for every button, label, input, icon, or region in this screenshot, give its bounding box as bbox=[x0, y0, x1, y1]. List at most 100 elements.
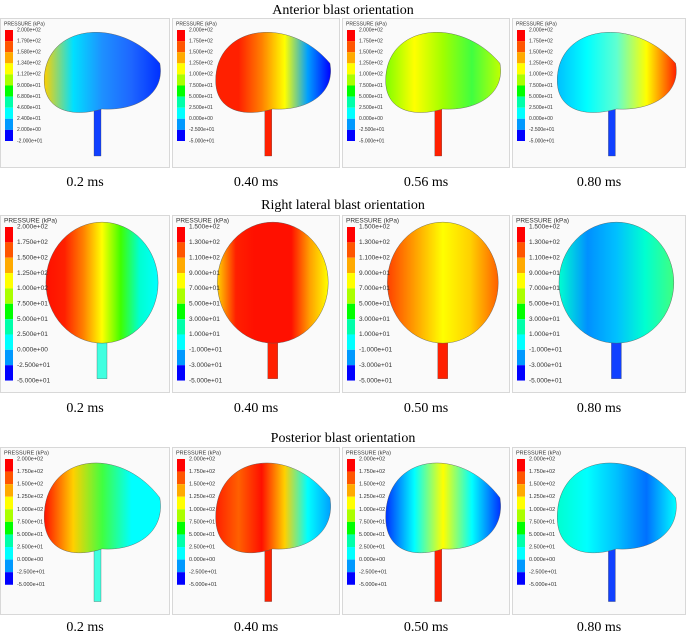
colorbar-segment bbox=[5, 85, 13, 97]
time-label: 0.80 ms bbox=[577, 620, 621, 635]
legend-label: 3.000e+01 bbox=[189, 316, 220, 323]
legend-title: PRESSURE (kPa) bbox=[516, 21, 557, 27]
legend-label: 2.500e+01 bbox=[17, 544, 43, 550]
legend-label: 1.500e+02 bbox=[529, 224, 560, 231]
time-label: 0.50 ms bbox=[404, 620, 448, 635]
colorbar-segment bbox=[517, 559, 525, 573]
panel: PRESSURE (kPa)2.000e+02 1.750e+02 1.500e+0… bbox=[342, 447, 510, 615]
colorbar-segment bbox=[177, 484, 185, 497]
legend-label: 3.000e+01 bbox=[529, 316, 560, 323]
brain bbox=[43, 462, 161, 553]
legend-label: 2.500e+01 bbox=[17, 331, 48, 338]
legend-label: 2.000e+02 bbox=[17, 27, 41, 33]
legend-label: 0.000e+00 bbox=[17, 347, 48, 354]
colorbar-segment bbox=[177, 471, 185, 485]
colorbar-segment bbox=[177, 52, 185, 64]
brain bbox=[217, 221, 329, 344]
legend-label: 2.000e+02 bbox=[529, 456, 555, 462]
legend-label: 1.750e+02 bbox=[17, 469, 43, 475]
legend-label: 1.500e+02 bbox=[189, 482, 215, 488]
legend-label: 1.100e+02 bbox=[189, 254, 220, 261]
colorbar-segment bbox=[517, 273, 525, 289]
legend-label: -2.500e+01 bbox=[17, 362, 50, 369]
legend-label: -2.500e+01 bbox=[359, 127, 385, 133]
colorbar-segment bbox=[347, 547, 355, 560]
colorbar-segment bbox=[177, 85, 185, 97]
legend-label: 1.500e+02 bbox=[189, 50, 213, 56]
colorbar-segment bbox=[517, 509, 525, 522]
colorbar-segment bbox=[5, 484, 13, 497]
legend-title: PRESSURE (kPa) bbox=[346, 218, 399, 225]
colorbar-segment bbox=[177, 107, 185, 119]
colorbar-segment bbox=[177, 118, 185, 130]
legend-label: 5.000e+01 bbox=[17, 316, 48, 323]
colorbar-segment bbox=[347, 30, 355, 42]
colorbar-segment bbox=[347, 365, 355, 381]
legend-label: 0.000e+00 bbox=[529, 557, 555, 563]
colorbar-segment bbox=[177, 74, 185, 86]
colorbar-segment bbox=[5, 257, 13, 274]
colorbar-segment bbox=[177, 257, 185, 274]
legend-label: 1.250e+02 bbox=[359, 61, 383, 67]
panel: PRESSURE (kPa)2.000e+02 1.750e+02 1.500e+0… bbox=[512, 447, 686, 615]
colorbar-segment bbox=[5, 509, 13, 522]
colorbar-segment bbox=[517, 471, 525, 485]
colorbar-segment bbox=[177, 496, 185, 510]
colorbar-segment bbox=[5, 319, 13, 335]
legend-label: 2.400e+01 bbox=[17, 116, 41, 122]
legend-label: 2.000e+02 bbox=[529, 27, 553, 33]
colorbar-segment bbox=[5, 227, 13, 243]
legend-label: 7.500e+01 bbox=[529, 519, 555, 525]
colorbar-segment bbox=[347, 74, 355, 86]
legend-label: -1.000e+01 bbox=[359, 347, 392, 354]
legend-label: 1.250e+02 bbox=[189, 494, 215, 500]
legend-label: 7.500e+01 bbox=[189, 83, 213, 89]
legend-label: 1.300e+02 bbox=[189, 239, 220, 246]
colorbar-segment bbox=[5, 496, 13, 510]
time-label: 0.2 ms bbox=[66, 175, 103, 190]
legend-label: 1.000e+02 bbox=[529, 72, 553, 78]
legend-label: 1.300e+02 bbox=[359, 239, 390, 246]
legend-label: 5.000e+01 bbox=[189, 532, 215, 538]
legend-label: 1.750e+02 bbox=[189, 38, 213, 44]
legend-label: -5.000e+01 bbox=[17, 582, 45, 588]
colorbar-segment bbox=[347, 319, 355, 335]
legend-label: 1.500e+02 bbox=[359, 50, 383, 56]
colorbar-segment bbox=[347, 303, 355, 320]
colorbar-segment bbox=[517, 52, 525, 64]
colorbar-segment bbox=[517, 63, 525, 75]
colorbar-segment bbox=[177, 459, 185, 472]
legend-title: PRESSURE (kPa) bbox=[176, 450, 221, 456]
colorbar-segment bbox=[177, 572, 185, 585]
colorbar-segment bbox=[347, 96, 355, 108]
colorbar-segment bbox=[517, 129, 525, 141]
legend-label: 1.750e+02 bbox=[529, 469, 555, 475]
legend-label: 5.000e+01 bbox=[189, 300, 220, 307]
colorbar-segment bbox=[347, 572, 355, 585]
legend-label: 5.000e+01 bbox=[529, 532, 555, 538]
legend-label: 2.500e+01 bbox=[189, 544, 215, 550]
colorbar-segment bbox=[5, 41, 13, 53]
legend-label: 5.000e+01 bbox=[359, 94, 383, 100]
colorbar-segment bbox=[5, 96, 13, 108]
legend-label: 0.000e+00 bbox=[359, 557, 385, 563]
legend-label: 1.000e+02 bbox=[529, 507, 555, 513]
legend-label: 1.100e+02 bbox=[529, 254, 560, 261]
legend-title: PRESSURE (kPa) bbox=[176, 218, 229, 225]
colorbar-segment bbox=[5, 349, 13, 366]
time-label: 0.40 ms bbox=[234, 620, 278, 635]
legend-label: 1.250e+02 bbox=[359, 494, 385, 500]
colorbar-segment bbox=[5, 365, 13, 381]
legend-label: 7.500e+01 bbox=[189, 519, 215, 525]
panel: PRESSURE (kPa)2.000e+02 1.750e+02 1.500e+0… bbox=[0, 215, 170, 393]
legend-label: 1.580e+02 bbox=[17, 50, 41, 56]
colorbar-segment bbox=[517, 41, 525, 53]
colorbar-segment bbox=[517, 547, 525, 560]
legend-label: -1.000e+01 bbox=[189, 347, 222, 354]
colorbar-segment bbox=[5, 559, 13, 573]
colorbar-segment bbox=[177, 303, 185, 320]
legend-label: 9.000e+01 bbox=[529, 270, 560, 277]
legend-label: 2.500e+01 bbox=[359, 105, 383, 111]
colorbar-segment bbox=[5, 129, 13, 141]
legend-label: 2.000e+02 bbox=[17, 224, 48, 231]
